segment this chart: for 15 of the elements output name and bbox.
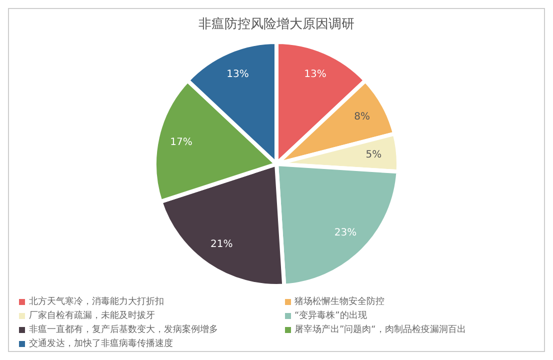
- legend-label: 非瘟一直都有，复产后基数变大，发病案例增多: [29, 323, 218, 336]
- chart-title: 非瘟防控风险增大原因调研: [198, 16, 356, 33]
- legend-label: “变异毒株”的出现: [294, 310, 367, 322]
- data-label: 21%: [210, 239, 233, 250]
- data-label: 17%: [170, 137, 192, 148]
- legend-label: 厂家自检有疏漏，未能及时拔牙: [29, 310, 155, 322]
- data-label: 5%: [366, 149, 382, 160]
- data-label: 23%: [334, 228, 357, 239]
- data-label: 13%: [226, 68, 249, 80]
- legend-label: 交通发达，加快了非瘟病毒传播速度: [29, 338, 173, 350]
- legend-label: 屠宰场产出”问题肉“，肉制品检疫漏洞百出: [294, 324, 466, 336]
- legend-label: 猪场松懈生物安全防控: [294, 296, 384, 308]
- data-label: 8%: [354, 111, 370, 122]
- legend-label: 北方天气寒冷，消毒能力大打折扣: [29, 296, 164, 308]
- data-label: 13%: [304, 68, 326, 80]
